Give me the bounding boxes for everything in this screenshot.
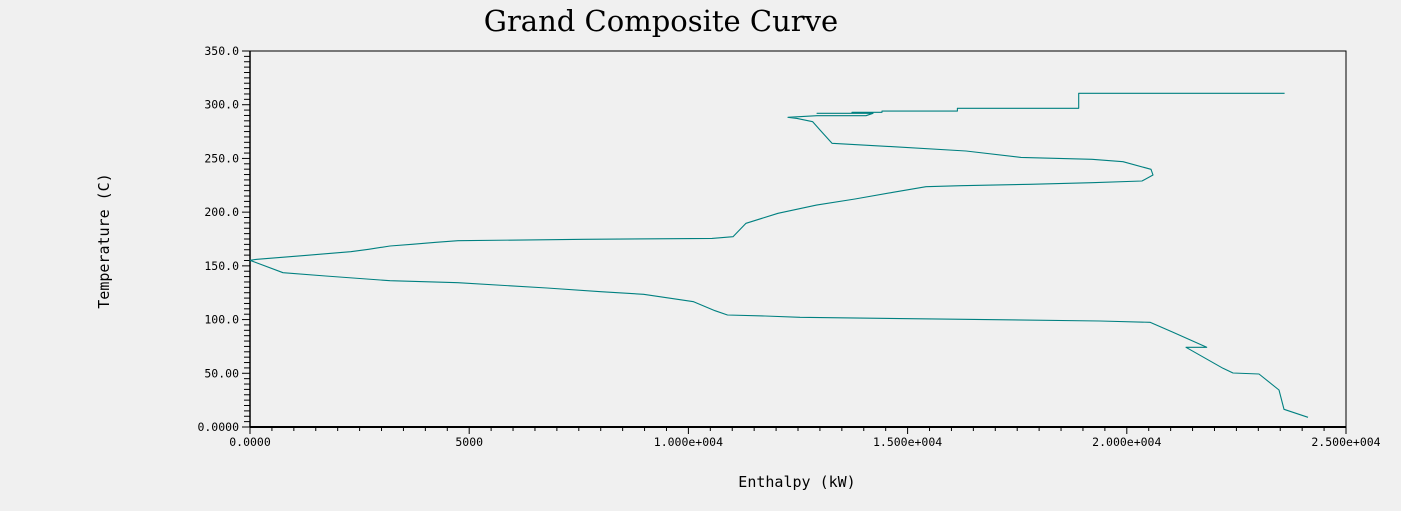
series-line-grand-composite [249,92,1309,418]
y-axis-label: Temperature (C) [95,173,113,308]
y-tick-label: 200.0 [204,205,239,219]
y-tick-label: 350.0 [204,44,239,58]
series-layer [249,92,1309,418]
y-tick-label: 0.0000 [197,420,239,434]
x-tick-label: 1.000e+004 [654,435,723,449]
x-tick-label: 2.000e+004 [1092,435,1161,449]
x-axis-label: Enthalpy (kW) [738,473,855,491]
x-tick-label: 0.0000 [229,435,271,449]
y-tick-label: 50.00 [204,366,239,380]
chart-title: Grand Composite Curve [484,4,838,38]
y-tick-label: 300.0 [204,98,239,112]
axes: 0.0000 50.00 100.0 150.0 200.0 250.0 300.0 350.… [197,44,1380,449]
plot-frame [249,50,1347,428]
x-tick-label: 1.500e+004 [873,435,942,449]
y-tick-label: 150.0 [204,259,239,273]
x-tick-label: 5000 [455,435,483,449]
x-tick-label: 2.500e+004 [1311,435,1380,449]
y-tick-label: 250.0 [204,151,239,165]
y-tick-label: 100.0 [204,313,239,327]
